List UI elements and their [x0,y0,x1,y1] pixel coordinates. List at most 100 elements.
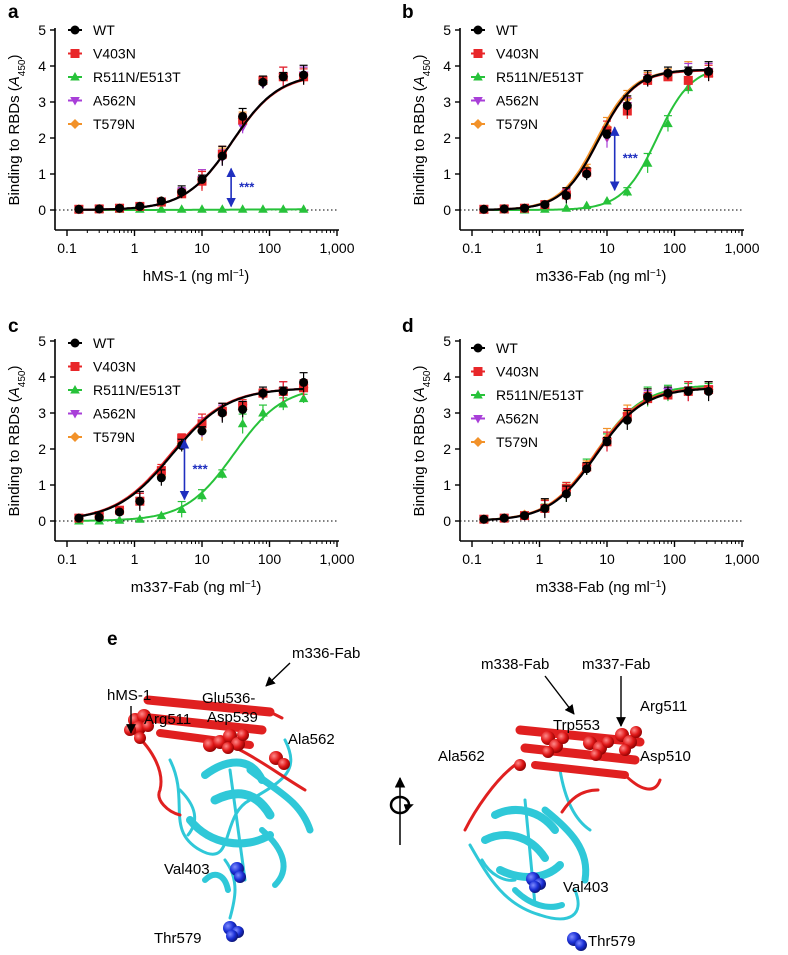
arrow-m338 [544,675,575,715]
legend-entry: A562N [68,406,136,422]
fit-curve [483,68,709,211]
y-axis-label-close: ) [411,55,428,60]
y-tick-label: 1 [38,477,46,493]
y-tick-label: 5 [38,22,46,38]
data-point [217,408,227,418]
series-a562n [74,66,309,215]
data-point [114,515,125,524]
data-point [217,151,227,161]
legend-label: R511N/E513T [496,69,584,85]
legend-entry: A562N [471,93,539,109]
significance-label: *** [623,151,639,166]
y-tick-label: 0 [38,513,46,529]
series-t579n [73,66,309,215]
data-point [299,377,309,387]
series-wt [479,381,714,524]
panel-letter-a: a [8,2,19,23]
legend-label: V403N [496,46,539,62]
label-val403-right: Val403 [563,879,609,896]
data-point [278,399,289,408]
data-point [238,111,248,121]
data-point [561,191,571,201]
legend-marker [70,72,80,81]
data-point [622,101,632,111]
legend-marker [70,385,80,394]
y-axis-label: Binding to RBDs (A450) [411,55,433,206]
data-point [258,77,268,87]
data-point [197,426,207,436]
x-tick-label: 1,000 [319,240,354,256]
legend-label: R511N/E513T [93,69,181,85]
left-cyan-domain [168,738,314,920]
x-tick-label: 0.1 [57,551,77,567]
y-tick-label: 0 [443,202,451,218]
legend-marker [70,119,80,129]
data-point [663,68,673,78]
series-wt [479,61,714,214]
legend-entry: WT [68,22,115,38]
legend-label: T579N [93,116,135,132]
x-axis-label-superscript: −1 [245,579,257,590]
legend-label: R511N/E513T [496,387,584,403]
data-point [581,200,592,210]
y-tick-label: 2 [443,130,451,146]
data-point [74,204,84,214]
data-point [499,513,509,523]
data-point [683,66,693,76]
right-red-residues [514,726,642,771]
data-point [499,204,509,214]
y-tick-label: 4 [443,58,451,74]
data-point [176,504,187,513]
legend-marker [70,362,80,371]
data-point [135,201,145,211]
y-tick-label: 4 [38,58,46,74]
left-structure: hMS-1 m336-Fab Glu536- Asp539 Arg511 Ala… [107,645,360,947]
data-point [258,388,268,398]
arrow-m336 [265,662,291,687]
legend-label: A562N [93,93,136,109]
chart-panel-b: b 0 1 2 3 4 5 0.1 1 10 100 1,000 m336-Fab (ng ml−1) B… [402,2,760,285]
label-ala562-right: Ala562 [438,748,485,765]
y-axis-label-subscript: 450 [422,370,433,387]
x-tick-label: 100 [258,551,282,567]
data-point [602,196,612,205]
legend-marker [473,367,483,376]
data-point [683,386,693,396]
data-point [540,503,550,513]
legend-label: T579N [496,434,538,450]
y-tick-label: 3 [443,94,451,110]
legend-entry: T579N [471,434,538,450]
label-glu536: Glu536- [202,690,255,707]
chart-panel-c: c 0 1 2 3 4 5 0.1 1 10 100 1,000 m337-Fab (ng ml−1) B… [6,316,355,596]
label-thr579-left: Thr579 [154,930,202,947]
x-tick-label: 100 [258,240,282,256]
data-point [217,204,228,213]
right-cyan-domain [468,768,592,921]
data-point [561,203,572,212]
chart-panel-d: d 0 1 2 3 4 5 0.1 1 10 100 1,000 m338-Fab (ng ml−1) B… [402,316,760,596]
y-tick-label: 1 [443,477,451,493]
legend-entry: R511N/E513T [68,382,181,398]
data-point [197,419,207,429]
rotation-icon [389,776,414,845]
y-tick-label: 1 [38,166,46,182]
series-wt [74,64,309,214]
series-v403n [74,66,309,214]
panel-letter-c: c [8,316,19,337]
y-axis-label-close: ) [6,366,23,371]
y-axis-label-symbol: A [6,387,23,398]
data-point [520,511,530,521]
data-point [278,386,288,396]
data-point [479,514,489,524]
data-point [258,408,268,417]
legend-entry: T579N [68,116,135,132]
series-r511n-e513t [74,392,309,525]
data-point [197,174,207,184]
legend-label: WT [93,335,115,351]
y-axis-label-subscript: 450 [17,370,28,387]
data-point [643,74,653,84]
x-tick-label: 1,000 [724,551,759,567]
x-tick-label: 10 [194,240,210,256]
legend-marker [70,410,80,419]
